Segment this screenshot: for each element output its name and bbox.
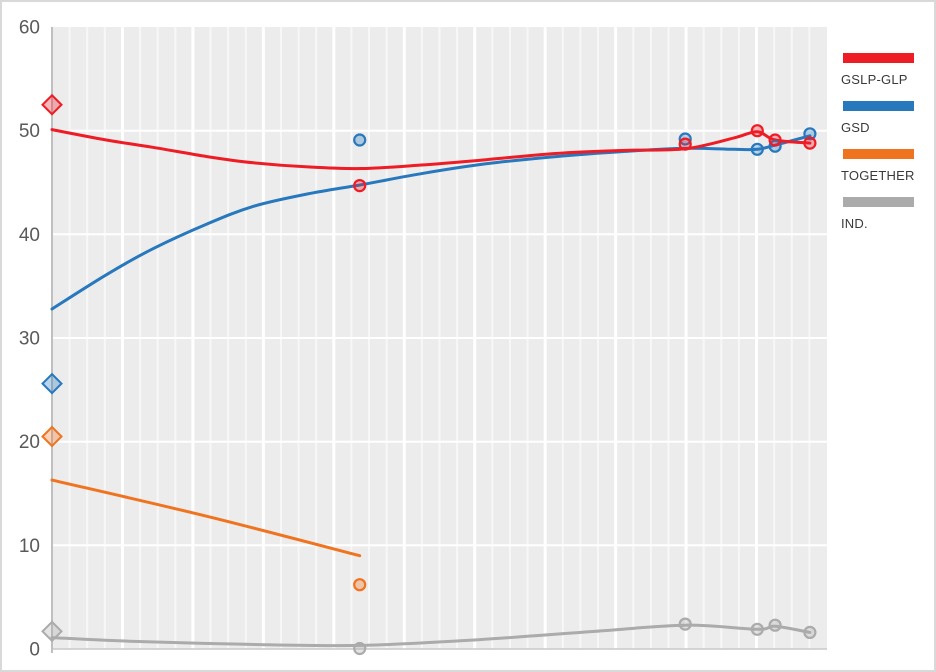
legend-item-together: TOGETHER [841, 149, 931, 184]
legend-item-ind: IND. [841, 197, 931, 232]
y-axis-label: 60 [19, 18, 40, 39]
y-axis-label: 40 [19, 225, 40, 246]
y-axis-label: 10 [19, 536, 40, 557]
legend: GSLP-GLP GSD TOGETHER IND. [841, 53, 931, 245]
poll-point-ind [353, 641, 367, 656]
result-diamond-ind [41, 620, 63, 643]
legend-label-gsd: GSD [841, 120, 870, 135]
poll-point-gslp-glp [803, 136, 817, 150]
y-axis-label: 0 [29, 640, 40, 661]
y-axis-label: 50 [19, 121, 40, 142]
poll-point-ind [678, 617, 692, 631]
poll-point-gsd [353, 133, 367, 147]
trend-line-gsd [50, 134, 812, 311]
poll-point-gslp-glp [353, 179, 367, 193]
y-axis-label: 30 [19, 329, 40, 350]
poll-point-gslp-glp [678, 137, 692, 151]
legend-label-ind: IND. [841, 216, 868, 231]
result-diamond-gslp-glp [41, 93, 63, 116]
legend-swatch-together [843, 149, 914, 159]
poll-point-ind [803, 625, 817, 640]
legend-swatch-ind [843, 197, 914, 207]
legend-item-gslp-glp: GSLP-GLP [841, 53, 931, 88]
poll-point-together [353, 578, 367, 592]
trend-line-together [50, 478, 362, 558]
y-axis-label: 20 [19, 432, 40, 453]
poll-point-gslp-glp [768, 133, 782, 147]
poll-point-gsd [803, 127, 817, 141]
result-diamond-gsd [41, 372, 63, 395]
poll-point-gslp-glp [750, 124, 764, 138]
legend-item-gsd: GSD [841, 101, 931, 136]
legend-swatch-gsd [843, 101, 914, 111]
legend-swatch-gslp-glp [843, 53, 914, 63]
trend-line-gslp-glp [50, 128, 812, 171]
result-diamond-together [41, 425, 63, 448]
poll-point-ind [768, 618, 782, 632]
legend-label-gslp-glp: GSLP-GLP [841, 72, 908, 87]
poll-point-ind [750, 622, 764, 636]
poll-point-gsd [750, 142, 764, 156]
legend-label-together: TOGETHER [841, 168, 915, 183]
